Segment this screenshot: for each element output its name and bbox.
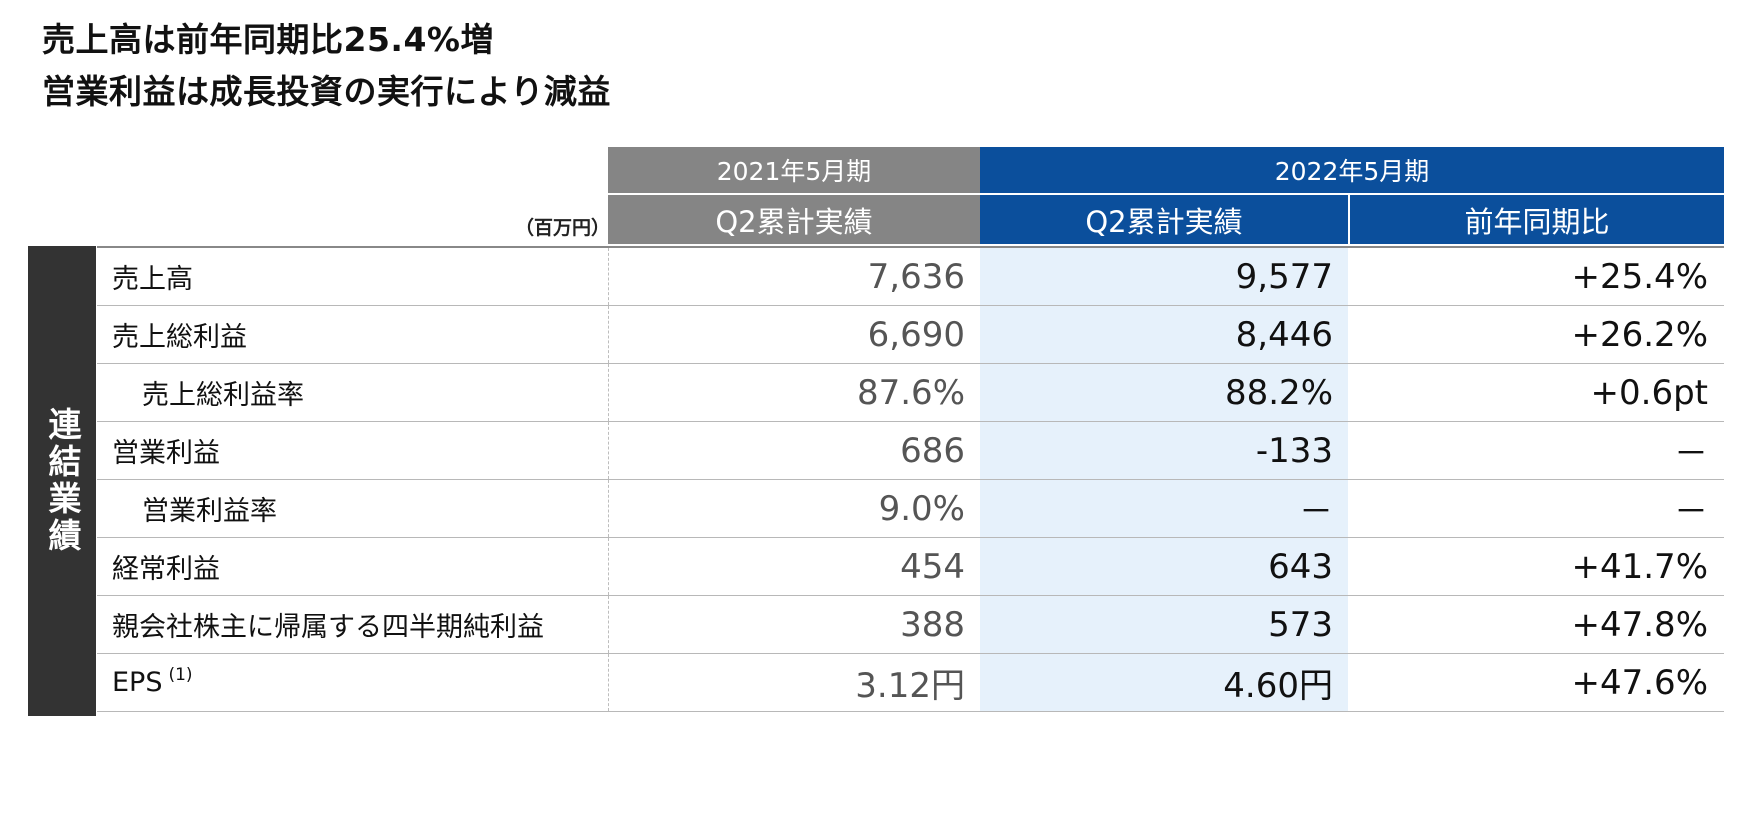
- table-row: 営業利益 686 -133 －: [97, 422, 1724, 480]
- headline-line-1: 売上高は前年同期比25.4%増: [42, 20, 494, 59]
- sidebar-label-box: 連結業績: [28, 246, 96, 716]
- results-table: 売上高 7,636 9,577 +25.4% 売上総利益 6,690 8,446…: [97, 246, 1724, 712]
- prev-value: 454: [608, 538, 980, 595]
- header-cur-col: Q2累計実績: [980, 195, 1348, 244]
- row-label: 経常利益: [112, 554, 220, 585]
- table-row: 売上総利益率 87.6% 88.2% +0.6pt: [97, 364, 1724, 422]
- prev-value: 9.0%: [608, 480, 980, 537]
- prev-value: 6,690: [608, 306, 980, 363]
- cur-value: －: [980, 480, 1348, 537]
- cur-value: 9,577: [980, 248, 1348, 305]
- prev-value: 87.6%: [608, 364, 980, 421]
- table-row: 売上高 7,636 9,577 +25.4%: [97, 248, 1724, 306]
- header-prev-period: 2021年5月期: [608, 147, 980, 193]
- yoy-value: －: [1674, 492, 1708, 532]
- yoy-value: +47.6%: [1571, 662, 1709, 703]
- table-row: 売上総利益 6,690 8,446 +26.2%: [97, 306, 1724, 364]
- yoy-value: +47.8%: [1571, 604, 1709, 645]
- row-label-eps: EPS (1): [112, 654, 602, 711]
- row-label-text: EPS: [112, 667, 163, 698]
- header-prev-col: Q2累計実績: [608, 195, 980, 244]
- header-yoy-col: 前年同期比: [1350, 195, 1724, 244]
- table-row: 経常利益 454 643 +41.7%: [97, 538, 1724, 596]
- footnote-marker: (1): [168, 664, 193, 685]
- cur-value: 643: [980, 538, 1348, 595]
- cur-value: -133: [980, 422, 1348, 479]
- yoy-value: +0.6pt: [1590, 372, 1708, 413]
- table-row: EPS (1) 3.12円 4.60円 +47.6%: [97, 654, 1724, 712]
- prev-value: 3.12円: [608, 654, 980, 711]
- headline-line-2: 営業利益は成長投資の実行により減益: [42, 72, 611, 111]
- cur-value: 8,446: [980, 306, 1348, 363]
- prev-value: 388: [608, 596, 980, 653]
- row-label: 親会社株主に帰属する四半期純利益: [112, 612, 544, 643]
- yoy-value: +25.4%: [1571, 256, 1709, 297]
- cur-value: 573: [980, 596, 1348, 653]
- cur-value: 88.2%: [980, 364, 1348, 421]
- unit-label: （百万円）: [515, 217, 611, 239]
- row-label: 営業利益率: [142, 496, 277, 527]
- yoy-value: +41.7%: [1571, 546, 1709, 587]
- sidebar-label: 連結業績: [43, 407, 82, 555]
- row-label: 売上総利益率: [142, 380, 304, 411]
- headline: 売上高は前年同期比25.4%増 営業利益は成長投資の実行により減益: [42, 14, 611, 118]
- yoy-value: +26.2%: [1571, 314, 1709, 355]
- row-label: 売上総利益: [112, 322, 247, 353]
- row-label: 売上高: [112, 264, 193, 295]
- prev-value: 7,636: [608, 248, 980, 305]
- row-label: 営業利益: [112, 438, 220, 469]
- table-row: 親会社株主に帰属する四半期純利益 388 573 +47.8%: [97, 596, 1724, 654]
- cur-value: 4.60円: [980, 654, 1348, 711]
- header-cur-period: 2022年5月期: [980, 147, 1724, 193]
- yoy-value: －: [1674, 434, 1708, 474]
- table-row: 営業利益率 9.0% － －: [97, 480, 1724, 538]
- prev-value: 686: [608, 422, 980, 479]
